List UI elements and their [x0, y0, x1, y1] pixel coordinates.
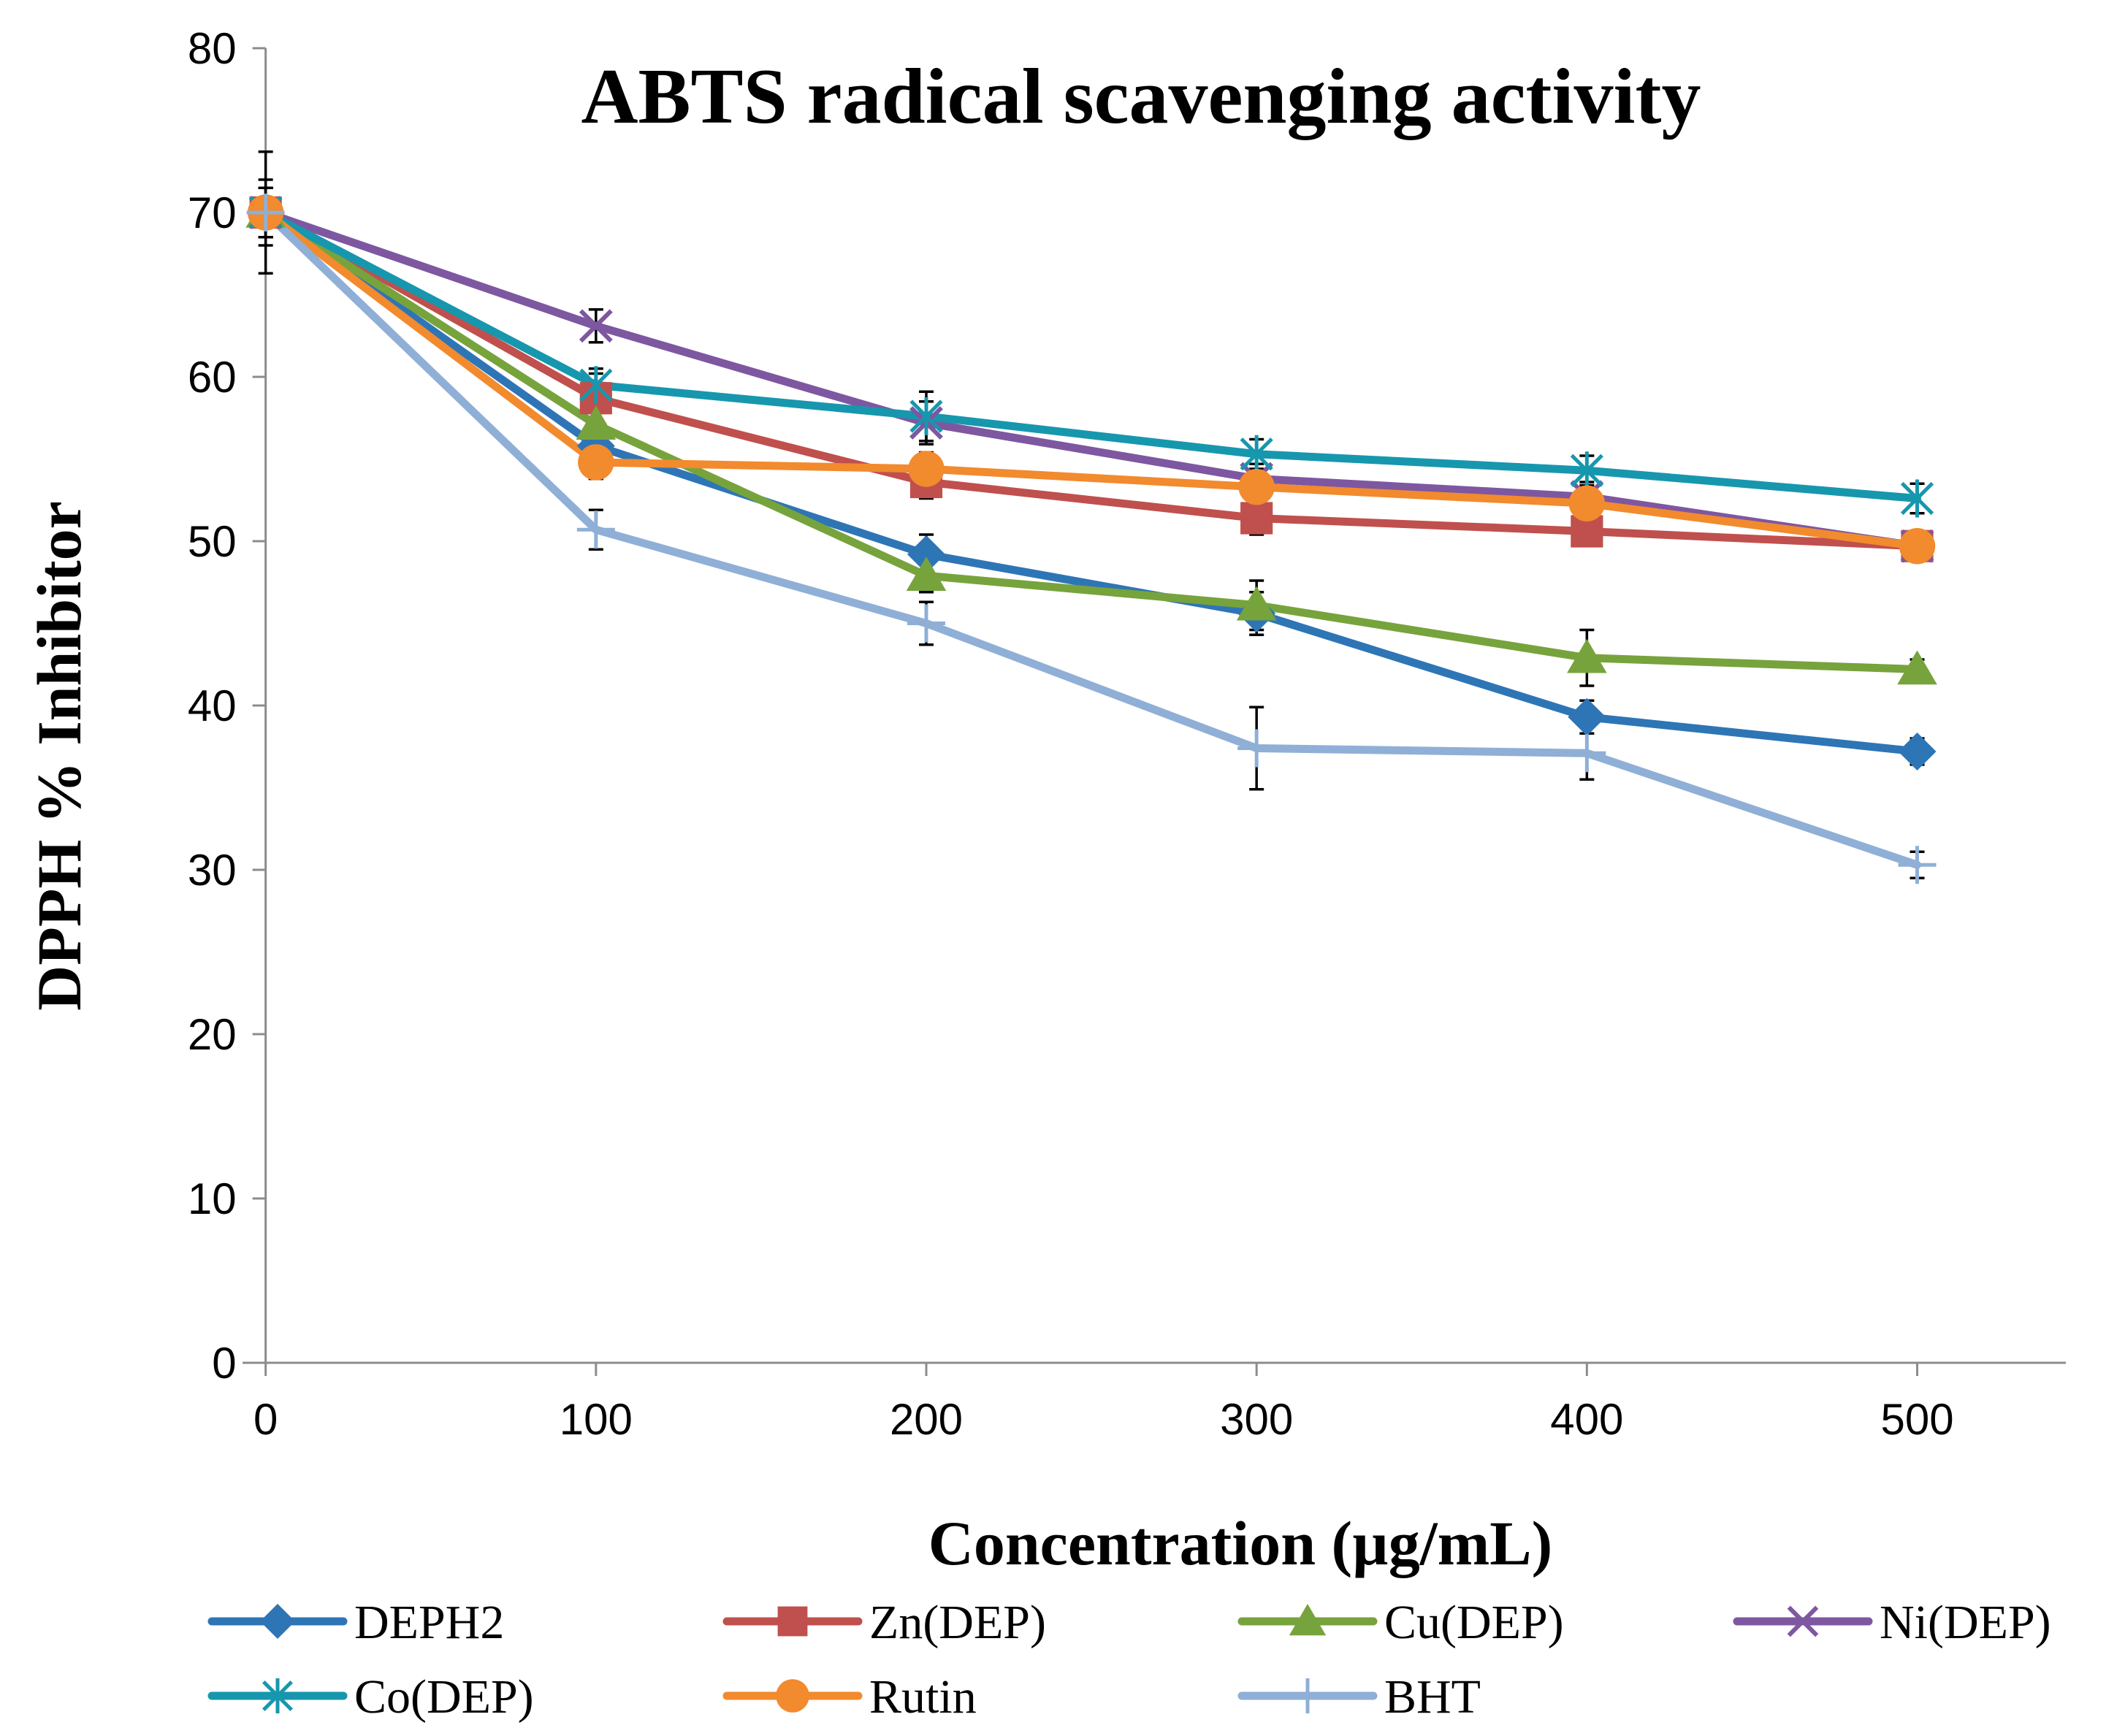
data-point-Rutin — [1899, 528, 1936, 565]
data-point-Co(DEP) — [579, 366, 613, 405]
circle-marker — [1899, 528, 1936, 565]
legend-label: DEPH2 — [354, 1596, 504, 1649]
y-tick-label: 0 — [212, 1339, 236, 1388]
triangle-marker — [1236, 586, 1277, 621]
diamond-marker — [1898, 733, 1937, 771]
series-markers — [245, 194, 1937, 884]
legend-item-Co(DEP): Co(DEP) — [207, 1670, 534, 1724]
series-line-Zn(DEP) — [262, 208, 1922, 551]
diamond-marker — [260, 1604, 295, 1639]
data-point-DEPH2 — [1898, 733, 1937, 771]
legend-label: Ni(DEP) — [1880, 1596, 2051, 1649]
x-tick-label: 200 — [890, 1395, 963, 1444]
legend-label: BHT — [1384, 1670, 1481, 1724]
legend-item-Zn(DEP): Zn(DEP) — [722, 1596, 1046, 1649]
series-line-Rutin — [262, 208, 1922, 551]
data-point-DEPH2 — [1568, 697, 1606, 736]
square-marker — [1240, 502, 1273, 535]
data-point-Co(DEP) — [909, 397, 943, 435]
legend-item-Cu(DEP): Cu(DEP) — [1237, 1596, 1564, 1649]
x-axis-label: Concentration (µg/mL) — [928, 1508, 1553, 1578]
x-tick-label: 400 — [1550, 1395, 1623, 1444]
x-marker-stroke — [1787, 1605, 1819, 1637]
legend-item-Ni(DEP): Ni(DEP) — [1733, 1596, 2051, 1649]
circle-marker — [1238, 469, 1275, 505]
data-point-BHT — [246, 194, 285, 232]
y-axis-label: DPPH % Inhibitor — [24, 501, 94, 1011]
y-tick-label: 10 — [188, 1174, 237, 1223]
diamond-marker — [907, 535, 945, 573]
data-point-Co(DEP) — [1240, 435, 1273, 473]
triangle-marker — [576, 405, 617, 440]
y-tick-label: 20 — [188, 1010, 237, 1059]
y-tick-label: 70 — [188, 188, 237, 237]
data-point-Cu(DEP) — [1897, 650, 1937, 685]
circle-marker — [908, 451, 945, 487]
series-line-Cu(DEP) — [262, 208, 1922, 673]
data-point-BHT — [1568, 734, 1606, 773]
data-point-Rutin — [908, 451, 945, 487]
data-point-BHT — [1898, 846, 1937, 884]
chart-title: ABTS radical scavenging activity — [581, 53, 1701, 140]
triangle-marker — [906, 557, 947, 592]
data-point-Cu(DEP) — [1567, 638, 1607, 673]
legend-label: Cu(DEP) — [1384, 1596, 1564, 1649]
legend-label: Rutin — [869, 1670, 977, 1724]
y-tick-label: 30 — [188, 846, 237, 895]
legend-item-Rutin: Rutin — [722, 1670, 977, 1724]
data-point-BHT — [576, 511, 615, 549]
data-point-Rutin — [578, 444, 614, 481]
data-point-BHT — [1237, 729, 1276, 768]
series-line-DEPH2 — [262, 208, 1922, 756]
data-point-Rutin — [1568, 485, 1606, 521]
data-point-Zn(DEP) — [1240, 502, 1273, 535]
data-point-Cu(DEP) — [1236, 586, 1277, 621]
x-marker-stroke — [579, 309, 613, 343]
legend-label: Zn(DEP) — [869, 1596, 1046, 1649]
axes: 0 10 20 30 40 50 60 70 80 0 100 200 300 400 500 — [188, 24, 2066, 1444]
square-marker — [777, 1606, 808, 1637]
series-line-Ni(DEP) — [262, 208, 1922, 551]
series-line-BHT — [262, 208, 1922, 869]
triangle-marker — [1289, 1604, 1327, 1636]
x-tick-label: 0 — [253, 1395, 278, 1444]
circle-marker — [776, 1679, 809, 1713]
x-tick-label: 100 — [560, 1395, 633, 1444]
y-tick-label: 60 — [188, 353, 237, 402]
x-tick-label: 300 — [1220, 1395, 1293, 1444]
y-tick-label: 40 — [188, 681, 237, 730]
data-point-BHT — [907, 604, 945, 643]
diamond-marker — [1568, 697, 1606, 736]
data-point-Rutin — [1238, 469, 1275, 505]
y-tick-label: 80 — [188, 24, 237, 73]
data-point-Cu(DEP) — [576, 405, 617, 440]
data-point-Co(DEP) — [1570, 451, 1603, 490]
circle-marker — [1568, 485, 1606, 521]
circle-marker — [578, 444, 614, 481]
triangle-marker — [1567, 638, 1607, 673]
series-line-Co(DEP) — [262, 208, 1922, 502]
legend-label: Co(DEP) — [354, 1670, 534, 1724]
series-lines — [262, 208, 1922, 869]
x-tick-label: 500 — [1880, 1395, 1953, 1444]
y-tick-label: 50 — [188, 517, 237, 566]
legend-item-DEPH2: DEPH2 — [207, 1596, 504, 1649]
legend-item-BHT: BHT — [1237, 1670, 1481, 1724]
legend: DEPH2 Zn(DEP) Cu(DEP) Ni(DEP) Co(DEP) Rutin BH… — [207, 1596, 2051, 1724]
triangle-marker — [1897, 650, 1937, 685]
data-point-Cu(DEP) — [906, 557, 947, 592]
data-point-Co(DEP) — [1900, 479, 1934, 518]
data-point-DEPH2 — [907, 535, 945, 573]
data-point-Ni(DEP) — [579, 309, 613, 343]
